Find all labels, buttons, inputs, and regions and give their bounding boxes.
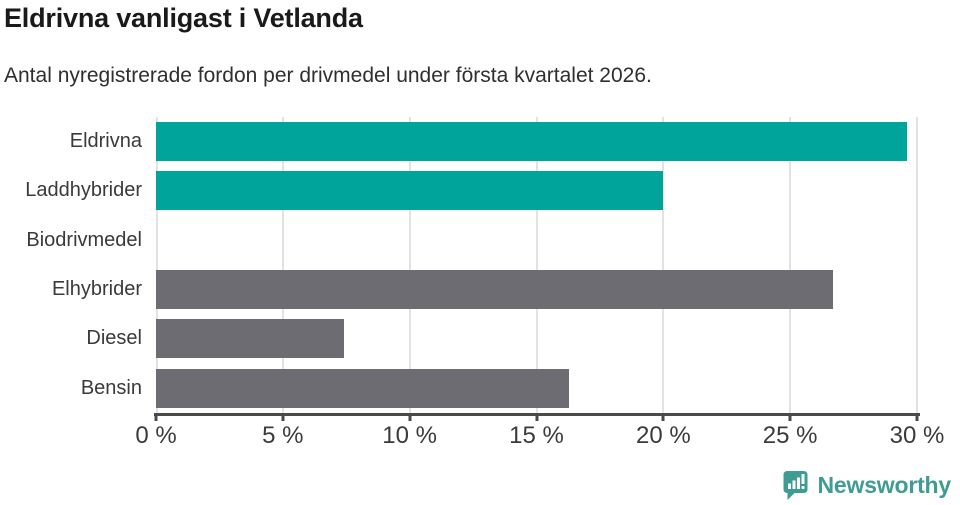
bar-row: Elhybrider — [0, 265, 917, 314]
gridline — [662, 117, 665, 413]
bar-row: Laddhybrider — [0, 166, 917, 215]
gridline — [408, 117, 411, 413]
gridline — [535, 117, 538, 413]
bar-row: Bensin — [0, 364, 917, 413]
category-label: Bensin — [80, 376, 142, 399]
bar-track — [156, 270, 917, 310]
bar — [156, 319, 344, 359]
bar — [156, 171, 664, 211]
x-axis-tick-label: 10 % — [382, 422, 437, 449]
x-axis-tick — [788, 414, 792, 421]
gridline — [916, 117, 918, 413]
gridline — [281, 117, 284, 413]
x-axis-tick — [154, 414, 158, 421]
x-axis-tick — [535, 414, 538, 421]
category-label: Elhybrider — [51, 278, 142, 301]
x-axis-tick-label: 5 % — [262, 422, 304, 449]
bar-rows: Eldrivna Laddhybrider Biodrivmedel Elhybrid… — [0, 117, 917, 413]
bar-track — [156, 171, 917, 211]
category-label: Diesel — [86, 327, 142, 350]
bar — [156, 270, 834, 310]
category-label: Eldrivna — [69, 130, 142, 153]
x-axis-tick-label: 0 % — [135, 422, 177, 449]
x-axis-tick-label: 25 % — [762, 422, 818, 449]
bar-track — [156, 368, 917, 408]
bar-track — [156, 319, 917, 359]
bar-track — [156, 122, 917, 162]
category-label: Biodrivmedel — [26, 228, 142, 251]
chart-subtitle: Antal nyregistrerade fordon per drivmede… — [4, 64, 652, 87]
bar-track — [156, 221, 917, 260]
bar — [156, 368, 570, 408]
gridlines — [156, 117, 918, 413]
x-axis-tick — [915, 414, 919, 421]
x-axis-tick — [408, 414, 412, 421]
x-axis-tick-label: 15 % — [509, 422, 564, 449]
newsworthy-logo[interactable]: Newsworthy — [782, 470, 951, 501]
gridline — [156, 117, 158, 413]
bar-row: Eldrivna — [0, 117, 917, 166]
bar-row: Diesel — [0, 314, 917, 363]
gridline — [789, 117, 792, 413]
newsworthy-logo-text: Newsworthy — [817, 472, 952, 498]
plot-area: Eldrivna Laddhybrider Biodrivmedel Elhybrid… — [0, 117, 920, 413]
x-axis-tick — [281, 414, 285, 421]
category-label: Laddhybrider — [25, 179, 142, 202]
x-axis-tick-label: 30 % — [889, 422, 945, 449]
x-axis-tick-label: 20 % — [635, 422, 691, 449]
bar-row: Biodrivmedel — [0, 216, 917, 265]
chart-title: Eldrivna vanligast i Vetlanda — [4, 3, 363, 33]
x-axis-tick — [661, 414, 665, 421]
bar — [156, 122, 907, 162]
speech-bubble-chart-icon — [782, 470, 809, 501]
